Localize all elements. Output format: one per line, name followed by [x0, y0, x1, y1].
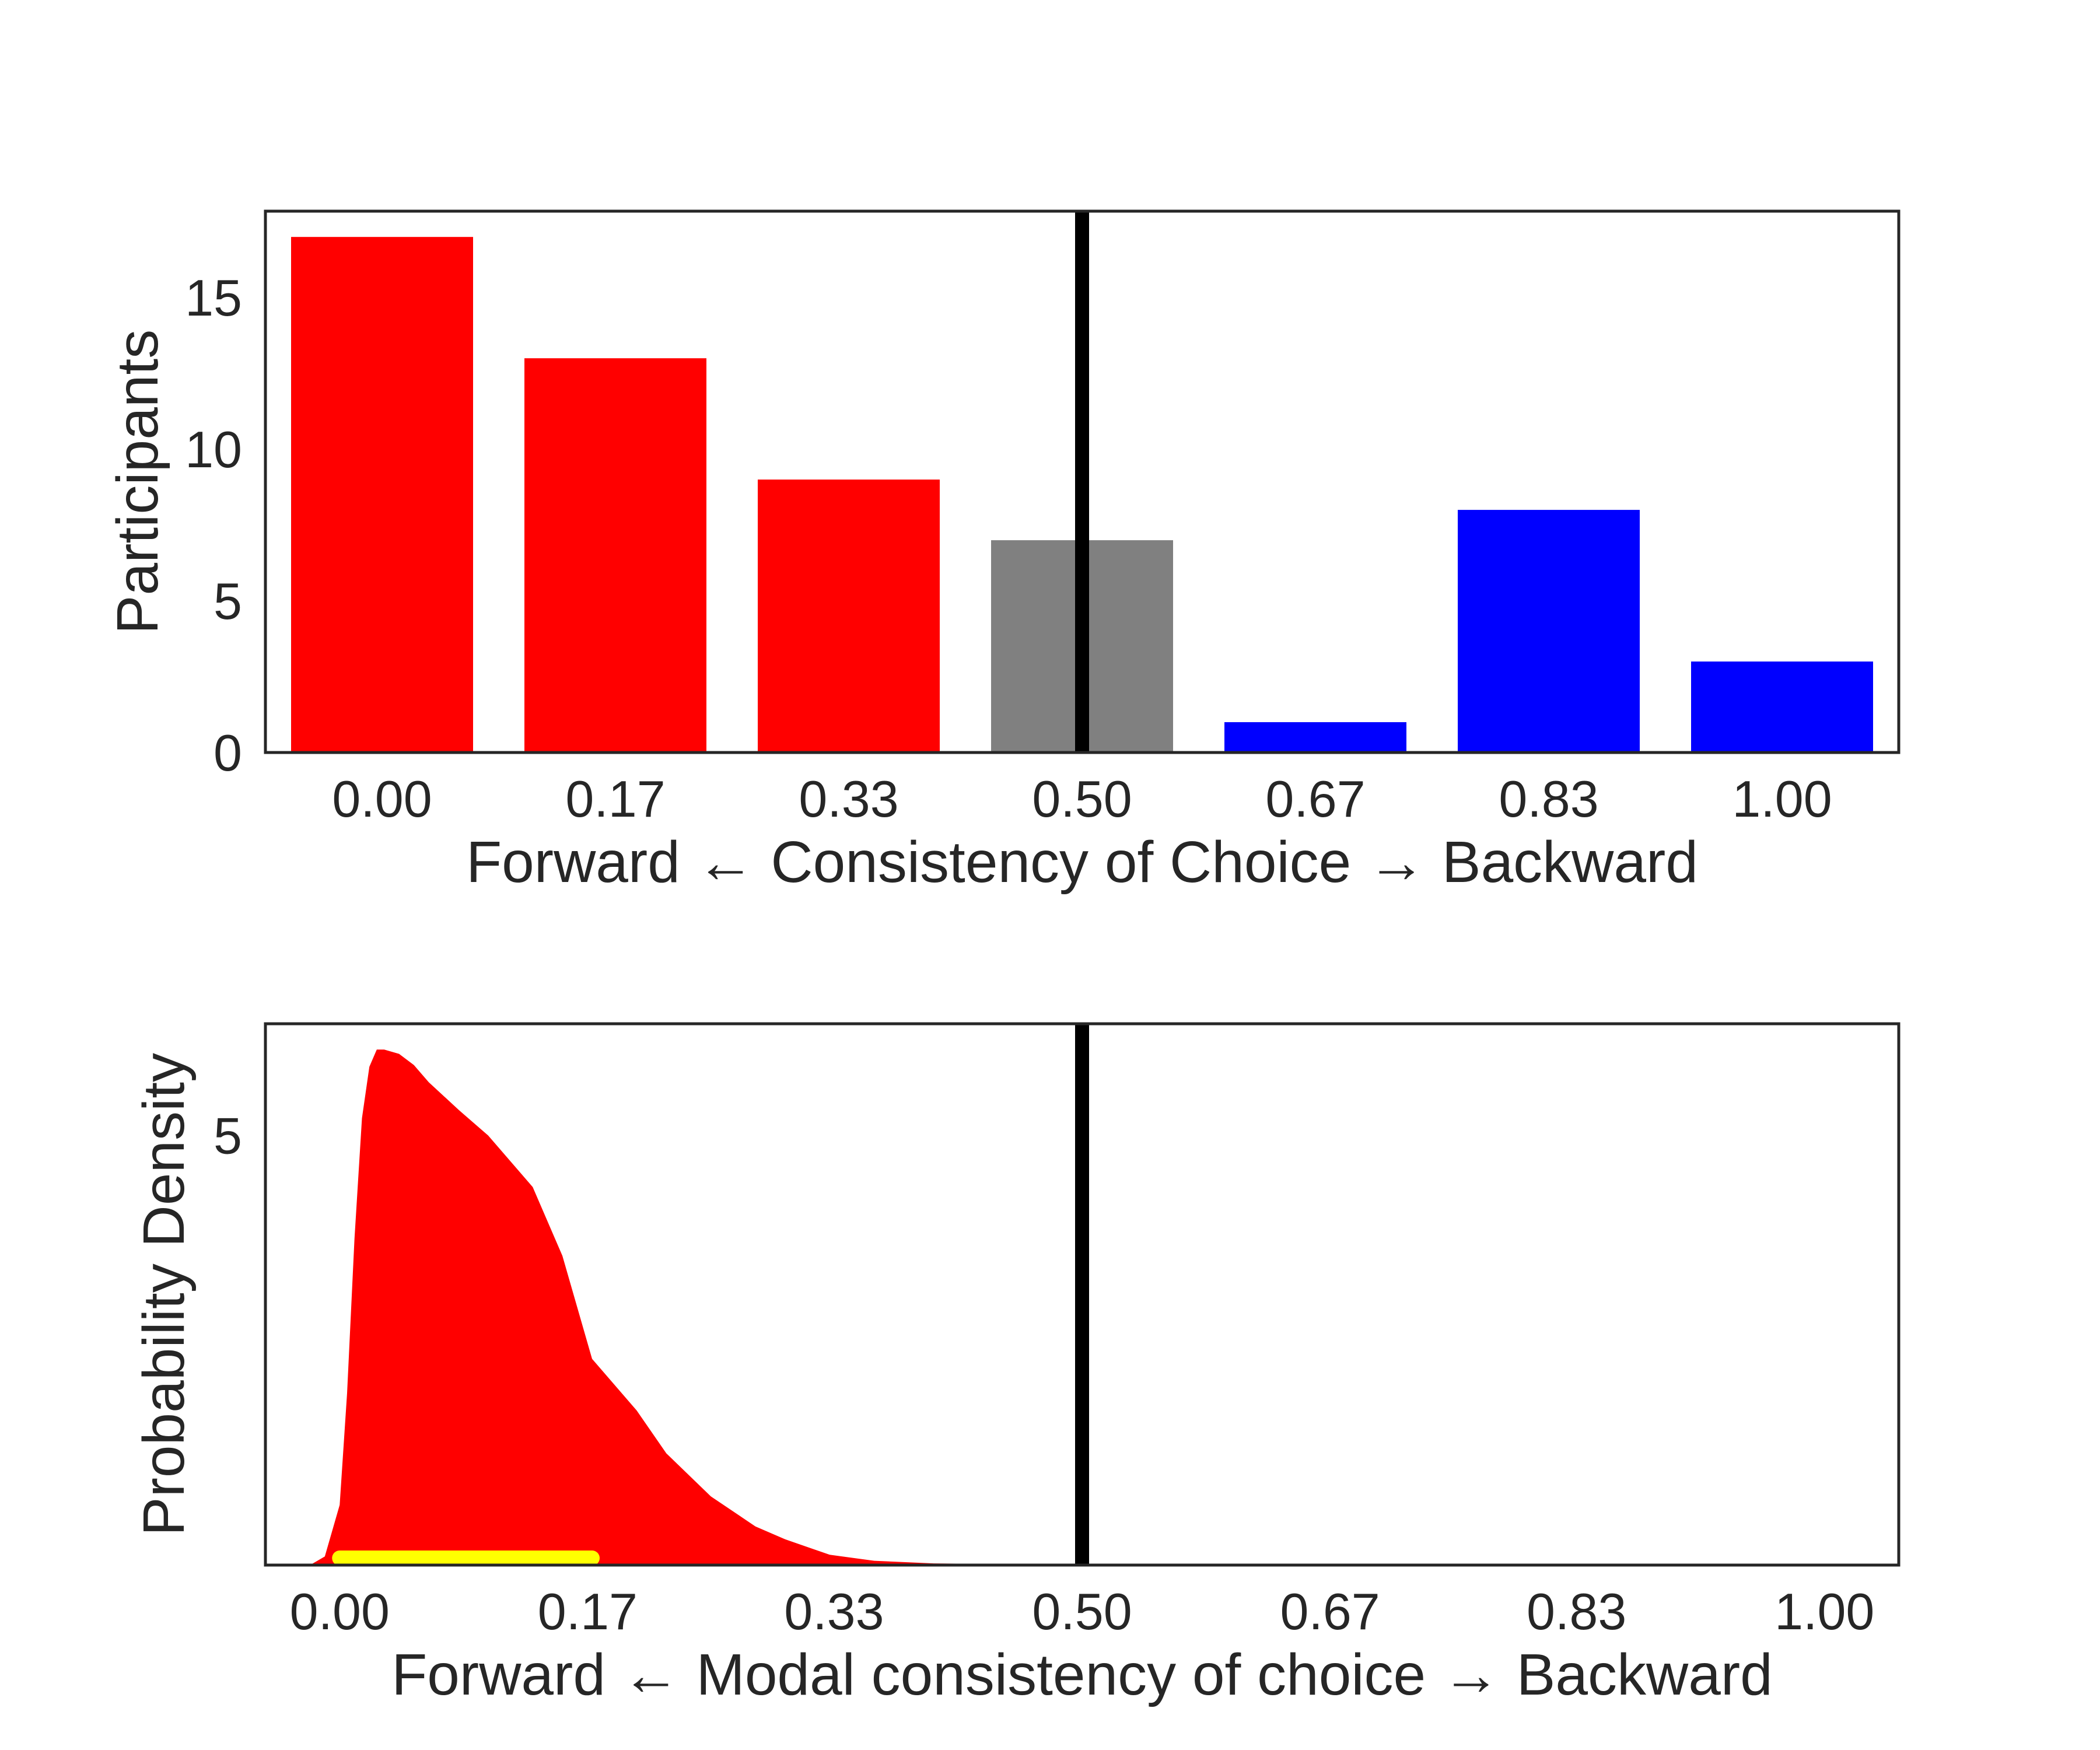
x-tick-label: 0.67: [1280, 1583, 1380, 1640]
plot-frame: [264, 1022, 1901, 1567]
x-tick-label: 0.17: [538, 1583, 638, 1640]
x-tick-labels: 0.00 0.17 0.33 0.50 0.67 0.83 1.00: [290, 1583, 1875, 1640]
y-tick-label: 0: [214, 724, 242, 782]
y-axis-label: Participants: [105, 330, 170, 634]
x-tick-labels: 0.00 0.17 0.33 0.50 0.67 0.83 1.00: [332, 770, 1832, 828]
y-tick-label: 10: [185, 421, 242, 478]
bar-0.67: [1224, 722, 1406, 752]
bar-0.17: [524, 358, 706, 752]
bar-1.00: [1691, 662, 1873, 752]
x-tick-label: 0.00: [290, 1583, 390, 1640]
y-tick-label: 5: [214, 1107, 242, 1164]
y-tick-label: 15: [185, 269, 242, 327]
density-chart: 0.00 0.17 0.33 0.50 0.67 0.83 1.00 5 Forward ←…: [131, 1022, 1901, 1707]
density-area: [310, 1049, 1082, 1565]
x-tick-label: 0.50: [1032, 1583, 1132, 1640]
plot-frame: [264, 209, 1901, 754]
x-tick-label: 0.83: [1527, 1583, 1626, 1640]
x-tick-label: 0.33: [784, 1583, 884, 1640]
y-tick-labels: 0 5 10 15: [185, 269, 242, 782]
x-tick-label: 1.00: [1732, 770, 1832, 828]
x-tick-label: 0.17: [565, 770, 665, 828]
x-tick-label: 0.50: [1032, 770, 1132, 828]
participants-bar-chart: 0.00 0.17 0.33 0.50 0.67 0.83 1.00 0 5 10 15 Forw…: [105, 209, 1901, 895]
y-tick-labels: 5: [214, 1107, 242, 1164]
x-tick-label: 0.00: [332, 770, 432, 828]
y-tick-label: 5: [214, 572, 242, 630]
x-axis-label: Forward ← Consistency of Choice → Backwa…: [466, 830, 1698, 895]
bar-0.00: [291, 237, 473, 752]
x-tick-label: 0.33: [799, 770, 898, 828]
bar-0.83: [1458, 510, 1640, 752]
x-tick-label: 1.00: [1774, 1583, 1874, 1640]
x-tick-label: 0.83: [1499, 770, 1598, 828]
bar-0.33: [758, 480, 940, 752]
y-axis-label: Probability Density: [131, 1053, 197, 1536]
x-tick-label: 0.67: [1265, 770, 1365, 828]
x-axis-label: Forward ← Modal consistency of choice → …: [391, 1642, 1773, 1707]
